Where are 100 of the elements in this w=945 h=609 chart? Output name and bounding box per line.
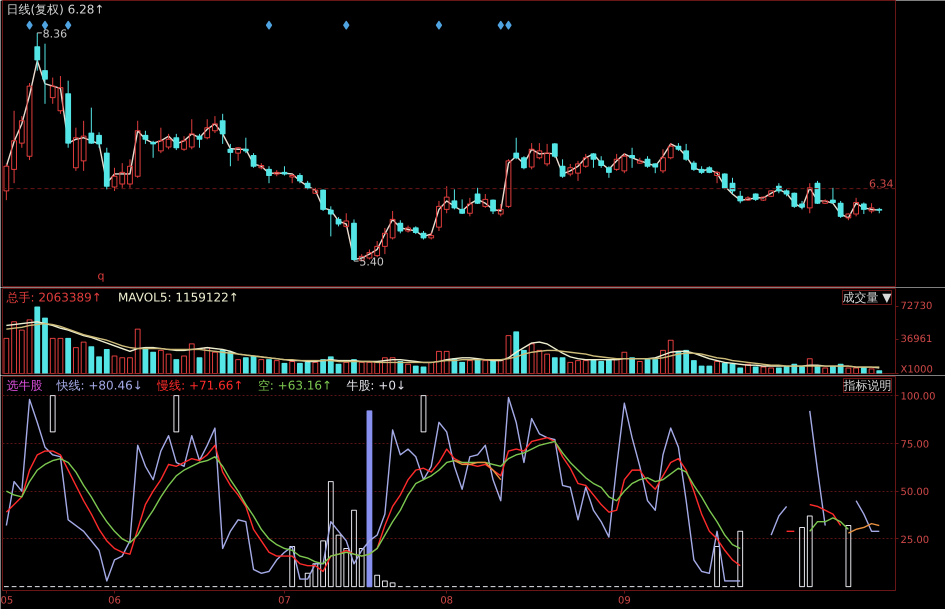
bar <box>466 360 473 374</box>
x-tick-label: 06 <box>108 596 121 606</box>
bar <box>506 335 512 374</box>
bar <box>242 357 249 374</box>
bar <box>127 357 133 374</box>
bar <box>752 366 759 374</box>
candlestick <box>34 32 40 72</box>
bar <box>343 548 350 588</box>
bar <box>343 362 350 374</box>
bar <box>366 362 372 374</box>
bar <box>88 346 94 374</box>
bar <box>351 510 357 588</box>
x-tick-label: 08 <box>440 596 454 606</box>
bar <box>104 348 110 374</box>
bar <box>714 546 720 588</box>
bar <box>668 340 674 374</box>
bar <box>336 534 342 588</box>
bar <box>181 355 187 374</box>
annotation: 成交量 ▼ <box>842 290 892 304</box>
candlestick <box>806 182 813 214</box>
bar <box>188 343 195 374</box>
bar <box>590 359 596 374</box>
y-tick-label: 72730 <box>900 300 932 312</box>
bar <box>50 338 56 374</box>
text: 牛股: +0↓ <box>346 378 406 392</box>
bar <box>776 367 782 374</box>
bar <box>845 525 852 588</box>
bar <box>652 359 658 374</box>
series-label: 总手: 2063389↑ <box>6 290 102 304</box>
bar <box>714 360 720 374</box>
annotation: 指标说明 <box>842 378 892 392</box>
bar <box>644 359 650 374</box>
bar <box>799 366 805 374</box>
bar <box>235 359 242 374</box>
chart-title: 选牛股 <box>6 378 42 392</box>
candlestick <box>204 118 210 140</box>
bar <box>258 359 264 374</box>
bar <box>730 364 736 374</box>
x-tick-label: 07 <box>278 596 291 606</box>
bar <box>50 395 56 432</box>
bar <box>436 350 442 374</box>
candlestick <box>582 153 589 168</box>
candlestick <box>42 43 48 104</box>
text: 慢线: +71.66↑ <box>156 378 244 392</box>
bar <box>567 362 574 374</box>
bar <box>490 360 496 374</box>
bar <box>173 395 180 432</box>
bar <box>366 410 372 588</box>
bar <box>227 352 234 374</box>
bar <box>806 358 813 374</box>
candlestick <box>629 147 635 168</box>
y-tick-label: 25.00 <box>900 534 930 546</box>
candlestick <box>436 200 442 232</box>
bar <box>212 352 218 374</box>
bar <box>96 356 102 374</box>
candlestick <box>266 166 272 184</box>
bar <box>482 360 488 374</box>
annotation: q <box>98 270 104 282</box>
bar <box>737 530 744 588</box>
bar <box>560 357 566 374</box>
bar <box>784 366 790 374</box>
ref-line-label: 6.34 <box>869 178 894 191</box>
bar <box>42 318 48 374</box>
bar <box>575 360 581 374</box>
bar <box>676 350 682 374</box>
bar <box>282 362 288 374</box>
bar <box>112 355 118 374</box>
bar <box>598 360 604 374</box>
y-tick-label: 50.00 <box>900 487 930 498</box>
annotation: 8.36 <box>42 27 68 40</box>
bar <box>660 350 666 374</box>
bar <box>706 366 712 374</box>
bar <box>799 526 805 588</box>
bar <box>860 367 867 374</box>
bar <box>312 362 318 374</box>
y-tick-label: X1000 <box>900 364 933 376</box>
candlestick <box>119 162 126 188</box>
bar <box>304 572 311 588</box>
bar <box>606 359 612 374</box>
x-tick-label: 09 <box>618 596 631 606</box>
y-tick-label: 100.00 <box>900 392 936 403</box>
bar <box>868 368 874 374</box>
text: 快线: +80.46↓ <box>56 378 143 392</box>
bar <box>552 357 558 374</box>
bar <box>582 360 589 374</box>
candlestick <box>227 143 234 167</box>
bar <box>289 546 296 588</box>
bar <box>289 360 296 374</box>
bar <box>204 347 210 374</box>
bar <box>876 370 882 374</box>
bar <box>737 367 744 374</box>
candlestick <box>444 186 450 214</box>
bar <box>196 357 202 374</box>
annotation: 5.40 <box>359 256 384 269</box>
bar <box>528 343 535 374</box>
bar <box>420 395 426 432</box>
bar <box>806 515 813 588</box>
text: MAVOL5: 1159122↑ <box>118 290 239 304</box>
candlestick <box>50 77 56 104</box>
bar <box>374 574 380 588</box>
